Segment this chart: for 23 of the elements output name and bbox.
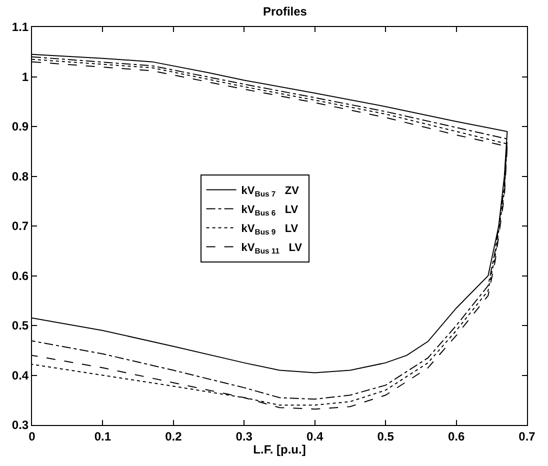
y-tick-label: 1	[22, 70, 29, 84]
y-tick-label: 0.6	[12, 268, 29, 283]
legend-label: kV$_{Bus 7}$ ZV	[241, 185, 300, 198]
x-tick-label: 0.2	[165, 429, 182, 444]
x-tick-label: 0.7	[518, 429, 536, 444]
y-tick-label: 0.3	[12, 418, 29, 432]
legend-label: kV$_{Bus 11}$ LV	[241, 242, 303, 256]
x-tick-label: 0.6	[448, 429, 465, 444]
x-tick-label: 0.1	[94, 429, 112, 444]
legend-label: kV$_{Bus 9}$ LV	[241, 223, 299, 236]
chart-title: Profiles	[262, 4, 308, 18]
y-tick-label: 0.5	[12, 318, 29, 333]
y-tick-label: 0.9	[12, 120, 29, 134]
x-tick-label: 0.4	[306, 429, 324, 444]
y-tick-label: 0.8	[12, 169, 29, 184]
y-tick-label: 0.7	[12, 219, 29, 234]
x-tick-label: 0.5	[377, 429, 394, 444]
x-tick-label: 0.3	[236, 429, 253, 444]
y-tick-label: 1.1	[12, 20, 29, 34]
x-axis-title: L.F. [p.u.]	[253, 442, 306, 456]
x-tick-label: 0	[28, 429, 36, 444]
y-tick-label: 0.4	[12, 368, 29, 382]
legend-label: kV$_{Bus 6}$ LV	[241, 204, 299, 218]
